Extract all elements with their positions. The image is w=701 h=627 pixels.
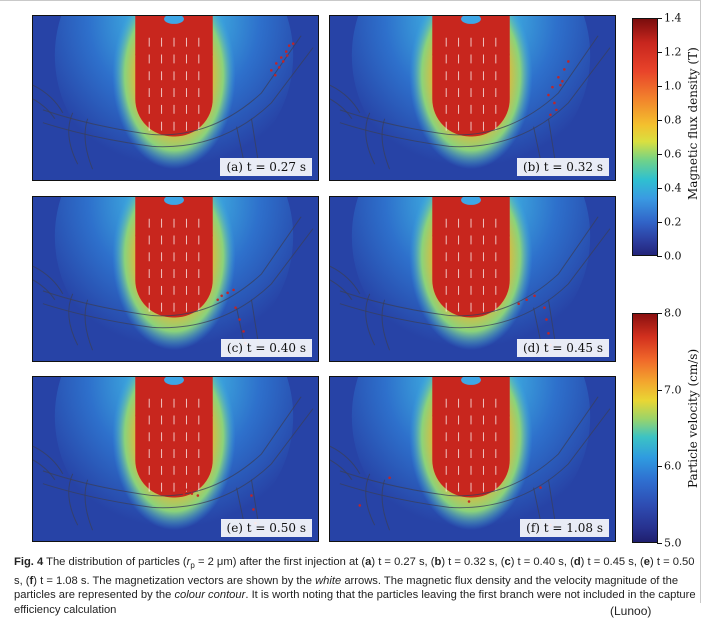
colorbar-tick-label: 1.4 (664, 11, 682, 25)
colorbar-tick-mark (657, 389, 662, 391)
caption-item-letter: e (643, 556, 651, 568)
panel-e: (e) t = 0.50 s (32, 376, 319, 542)
colorbar-tick-mark (657, 313, 662, 314)
caption-text-c: The magnetization vectors are shown by t… (89, 574, 316, 587)
caption-contour: colour contour (174, 589, 246, 602)
colorbar-tick-mark (657, 466, 662, 468)
flux-contour-plot (330, 197, 615, 361)
caption-item-letter: b (434, 556, 442, 568)
panel-label: (c) t = 0.40 s (220, 339, 312, 357)
colorbar-tick-label: 1.2 (664, 45, 682, 59)
panel-d: (d) t = 0.45 s (329, 196, 616, 362)
caption-item-value: ) t = 0.45 s (580, 556, 634, 568)
caption-separator: , (563, 556, 567, 568)
caption-separator: , (424, 556, 428, 568)
flux-contour-plot (330, 377, 615, 541)
caption-rp-sub: p (190, 561, 195, 571)
colorbar-tick-mark (657, 154, 662, 155)
colorbar-tick-mark (657, 120, 662, 121)
caption-open-paren: ( (427, 556, 435, 568)
caption-rp: r (186, 556, 191, 568)
colorbar-tick-label: 6.0 (664, 459, 682, 473)
caption-item-value: ) t = 0.27 s (371, 556, 425, 568)
caption-item-letter: c (504, 556, 511, 568)
caption-separator: , (494, 556, 498, 568)
panel-c: (c) t = 0.40 s (32, 196, 319, 362)
colorbar-tick-label: 5.0 (664, 536, 682, 550)
caption-text-b: = 2 μm) after the first injection at ( (194, 556, 366, 568)
caption-separator: , (19, 574, 23, 587)
colorbar-tick-mark (657, 222, 662, 223)
flux-contour-plot (33, 377, 318, 541)
caption-open-paren: ( (497, 556, 505, 568)
caption-separator: . (86, 574, 90, 587)
caption-white: white (315, 574, 342, 587)
caption-time-list: a) t = 0.27 s, (b) t = 0.32 s, (c) t = 0… (14, 556, 695, 587)
caption-text-e: . It is worth noting that the particles … (14, 589, 696, 617)
colorbar-tick-mark (657, 543, 662, 544)
caption-open-paren: ( (566, 556, 574, 568)
caption-item-value: ) t = 0.40 s (510, 556, 564, 568)
panel-a: (a) t = 0.27 s (32, 15, 319, 181)
caption-item-letter: f (29, 574, 34, 587)
colorbar-tick-mark (657, 18, 662, 19)
flux-contour-plot (33, 197, 318, 361)
colorbar-tick-label: 8.0 (664, 306, 682, 320)
flux-contour-plot (33, 16, 318, 180)
velocity-colorbar-label: Particle velocity (cm/s) (686, 348, 700, 488)
caption-item-letter: d (573, 556, 581, 568)
flux-colorbar-label: Magnetic flux density (T) (686, 47, 700, 200)
flux-contour-plot (330, 16, 615, 180)
caption-separator: , (633, 556, 637, 568)
colorbar-tick-mark (657, 52, 662, 53)
source-credit: (Lunoo) (610, 604, 652, 618)
caption-text-d: arrows. The magnetic flux density and th… (14, 574, 679, 602)
colorbar-tick-label: 7.0 (664, 383, 682, 397)
caption-text-a: The distribution of particles ( (43, 556, 187, 568)
panel-f: (f) t = 1.08 s (329, 376, 616, 542)
colorbar-tick-mark (657, 188, 662, 189)
figure-caption: Fig. 4 The distribution of particles (rp… (14, 555, 700, 618)
velocity-colorbar (632, 313, 658, 543)
panel-label: (d) t = 0.45 s (516, 339, 609, 357)
panel-label: (e) t = 0.50 s (220, 519, 312, 537)
caption-item-letter: a (365, 556, 372, 568)
colorbar-tick-mark (657, 256, 662, 257)
colorbar-tick-label: 1.0 (664, 79, 682, 93)
colorbar-tick-label: 0.0 (664, 249, 682, 263)
colorbar-tick-label: 0.8 (664, 113, 682, 127)
caption-item-value: ) t = 0.50 s (14, 556, 695, 587)
panel-label: (f) t = 1.08 s (520, 519, 609, 537)
caption-open-paren: ( (22, 574, 30, 587)
caption-item-value: ) t = 0.32 s (441, 556, 495, 568)
colorbar-tick-label: 0.6 (664, 147, 682, 161)
caption-item-value: ) t = 1.08 s (33, 574, 87, 587)
colorbar-tick-label: 0.2 (664, 215, 682, 229)
panel-label: (b) t = 0.32 s (516, 158, 609, 176)
caption-fig-number: Fig. 4 (14, 556, 44, 568)
panel-label: (a) t = 0.27 s (220, 158, 312, 176)
colorbar-tick-label: 0.4 (664, 181, 682, 195)
flux-colorbar (632, 18, 658, 256)
colorbar-tick-mark (657, 86, 662, 87)
caption-open-paren: ( (636, 556, 644, 568)
panel-b: (b) t = 0.32 s (329, 15, 616, 181)
